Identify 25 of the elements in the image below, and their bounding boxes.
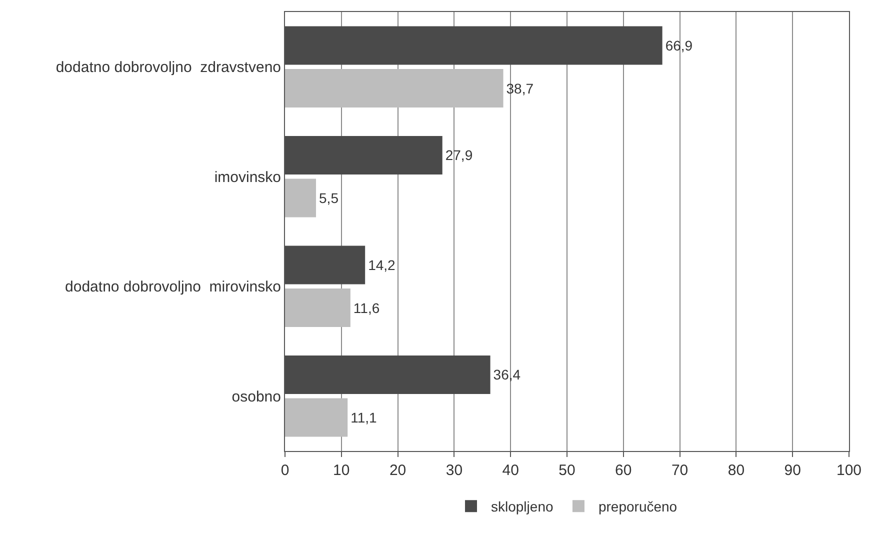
y-tick-label: osobno bbox=[232, 388, 281, 406]
x-tick-label: 30 bbox=[446, 462, 463, 479]
x-tick-label: 100 bbox=[836, 462, 862, 479]
x-tick-label: 10 bbox=[333, 462, 350, 479]
data-label: 5,5 bbox=[319, 190, 339, 206]
legend-label: preporučeno bbox=[598, 498, 678, 515]
y-tick-label: dodatno dobrovoljno zdravstveno bbox=[56, 59, 281, 76]
x-tick-label: 50 bbox=[558, 462, 576, 479]
legend-label: sklopljeno bbox=[491, 498, 554, 515]
x-tick-label: 20 bbox=[389, 462, 406, 479]
data-label: 11,6 bbox=[353, 300, 380, 316]
bar bbox=[285, 178, 316, 218]
y-tick-label: dodatno dobrovoljno mirovinsko bbox=[65, 278, 281, 296]
x-tick-label: 40 bbox=[502, 462, 519, 479]
x-tick-label: 0 bbox=[280, 462, 290, 479]
bar bbox=[285, 69, 504, 108]
x-tick-label: 60 bbox=[615, 462, 632, 479]
x-tick-label: 70 bbox=[671, 462, 688, 479]
bar bbox=[285, 398, 348, 437]
bar bbox=[285, 288, 350, 328]
x-tick-label: 90 bbox=[784, 462, 801, 479]
x-tick-label: 80 bbox=[728, 462, 745, 479]
data-label: 14,2 bbox=[368, 256, 396, 273]
data-label: 11,1 bbox=[350, 410, 378, 426]
y-tick-label: imovinsko bbox=[214, 168, 281, 186]
